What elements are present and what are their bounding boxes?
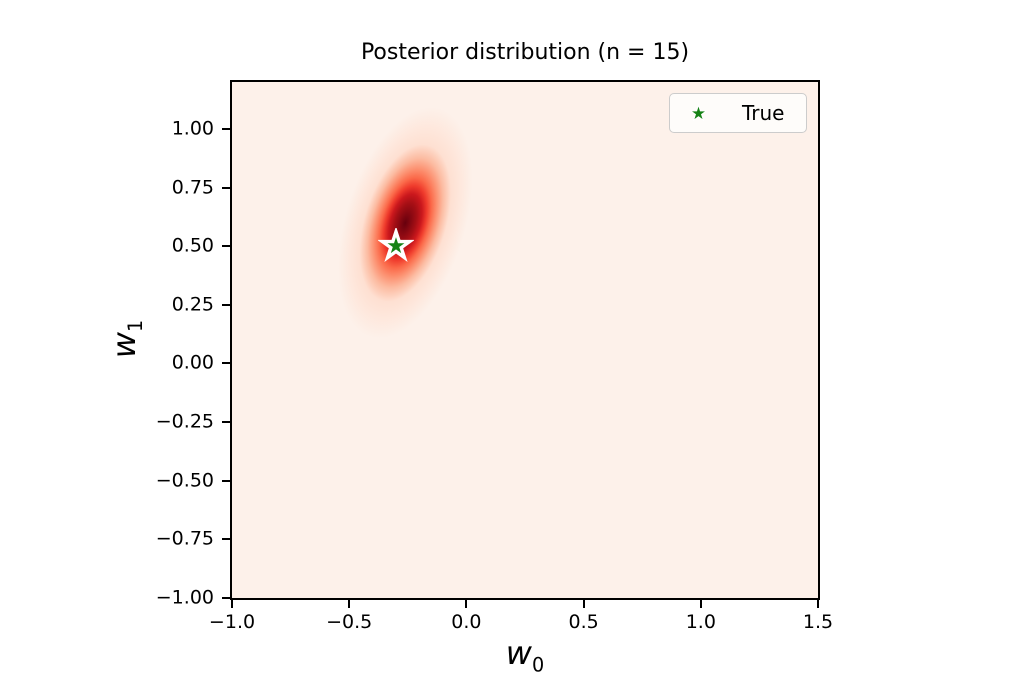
y-tick-label: −1.00 bbox=[155, 586, 214, 609]
y-axis-label-sub: 1 bbox=[124, 319, 148, 333]
chart-title: Posterior distribution (n = 15) bbox=[360, 40, 690, 65]
plot-area: True −1.0 −0.5 0.0 0.5 1.0 1.5 1.00 0.75 0.50 0.… bbox=[156, 80, 833, 633]
y-tick-label: −0.50 bbox=[155, 469, 214, 492]
x-tick-label: −1.0 bbox=[208, 611, 256, 633]
legend-entry-label: True bbox=[742, 101, 785, 125]
x-axis-label-base: w bbox=[505, 634, 532, 672]
x-tick-mark bbox=[817, 600, 819, 608]
x-tick-label: 1.0 bbox=[685, 611, 716, 633]
y-tick-mark bbox=[222, 597, 230, 599]
y-tick-mark bbox=[222, 421, 230, 424]
x-tick-mark bbox=[582, 600, 585, 608]
posterior-density-blob bbox=[313, 90, 498, 355]
y-tick-mark bbox=[222, 362, 230, 365]
y-tick-label: −0.25 bbox=[155, 410, 214, 433]
y-tick-label: 0.50 bbox=[171, 234, 214, 257]
y-axis-label: w1 bbox=[105, 320, 147, 358]
x-tick-label: 0.0 bbox=[451, 611, 482, 633]
x-tick-mark bbox=[348, 600, 351, 608]
x-tick-mark bbox=[231, 600, 233, 608]
y-tick-label: 0.25 bbox=[171, 293, 214, 316]
y-tick-mark bbox=[222, 245, 230, 248]
true-point-star-marker bbox=[378, 228, 415, 263]
legend-star-icon bbox=[689, 103, 708, 121]
legend: True bbox=[669, 93, 807, 133]
y-tick-label: 1.00 bbox=[171, 117, 214, 140]
y-tick-mark bbox=[222, 127, 230, 130]
y-tick-mark bbox=[222, 538, 230, 541]
x-axis-label: w0 bbox=[230, 634, 820, 676]
y-tick-mark bbox=[222, 303, 230, 306]
x-tick-label: 1.5 bbox=[802, 611, 834, 633]
y-tick-mark bbox=[222, 186, 230, 189]
legend-star-shape bbox=[689, 103, 708, 121]
x-tick-label: −0.5 bbox=[326, 611, 373, 633]
y-tick-label: 0.75 bbox=[171, 176, 214, 199]
y-tick-label: −0.75 bbox=[155, 527, 214, 550]
x-tick-mark bbox=[465, 600, 468, 608]
x-axis-label-sub: 0 bbox=[531, 653, 545, 677]
x-tick-label: 0.5 bbox=[568, 611, 599, 633]
x-tick-mark bbox=[699, 600, 702, 608]
y-tick-mark bbox=[222, 479, 230, 482]
y-tick-label: 0.00 bbox=[171, 351, 214, 374]
star-shape bbox=[378, 228, 415, 263]
y-axis-label-base: w bbox=[104, 332, 143, 359]
